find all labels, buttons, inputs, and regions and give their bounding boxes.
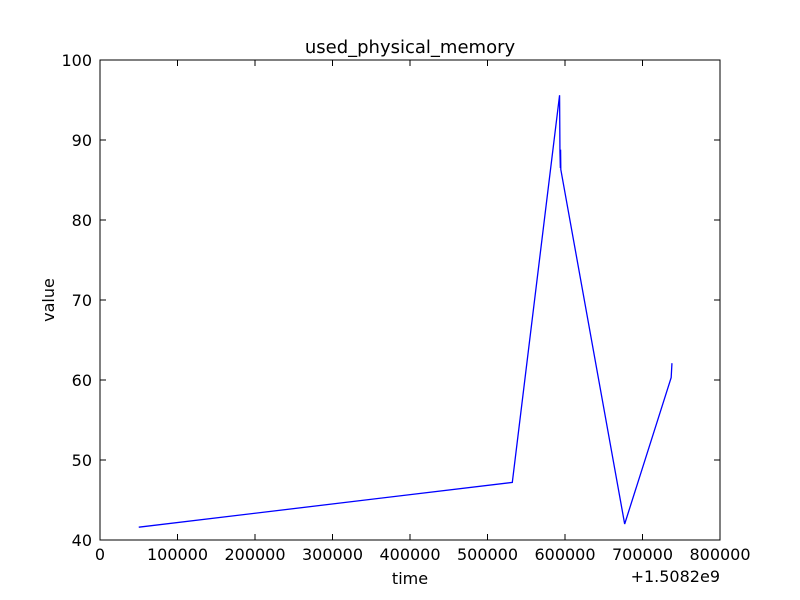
y-tick-label: 70 <box>72 291 92 310</box>
y-tick-label: 40 <box>72 531 92 550</box>
chart-title: used_physical_memory <box>305 37 516 58</box>
x-tick-label: 500000 <box>457 545 518 564</box>
x-tick-label: 700000 <box>612 545 673 564</box>
y-tick-label: 100 <box>61 51 92 70</box>
x-axis-label: time <box>392 569 428 588</box>
y-tick-label: 50 <box>72 451 92 470</box>
series-line-0 <box>138 95 673 528</box>
axis-ticks: 0 100000 200000 300000 400000 500000 600000 700… <box>61 51 750 564</box>
y-tick-label: 90 <box>72 131 92 150</box>
x-tick-label: 0 <box>95 545 105 564</box>
x-tick-label: 300000 <box>302 545 363 564</box>
y-axis-label: value <box>39 278 58 322</box>
y-tick-label: 80 <box>72 211 92 230</box>
x-tick-label: 800000 <box>689 545 750 564</box>
y-tick-label: 60 <box>72 371 92 390</box>
x-tick-label: 100000 <box>147 545 208 564</box>
x-tick-label: 600000 <box>534 545 595 564</box>
x-axis-offset-label: +1.5082e9 <box>631 567 720 586</box>
x-tick-label: 400000 <box>379 545 440 564</box>
x-tick-label: 200000 <box>224 545 285 564</box>
